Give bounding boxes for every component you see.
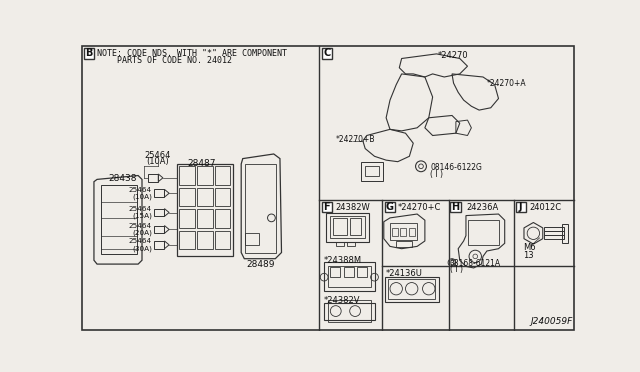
Text: *24382V: *24382V [324,296,360,305]
Bar [385,277,439,302]
Text: 13: 13 [524,251,534,260]
Bar [322,48,332,58]
Bar [333,218,347,235]
Bar [215,166,230,185]
Text: *24270+C: *24270+C [397,203,441,212]
Bar [390,223,417,240]
Text: 24012C: 24012C [529,203,562,212]
Text: 28438: 28438 [109,174,137,183]
Bar [84,48,94,58]
Bar [392,228,397,235]
Text: H: H [451,202,460,212]
Text: *24270: *24270 [438,51,468,60]
Bar [385,202,395,212]
Bar [467,220,499,245]
Text: 08146-6122G: 08146-6122G [430,163,482,172]
Bar [349,218,362,235]
Text: *24388M: *24388M [324,256,362,264]
Bar [215,231,230,250]
Text: *24270+B: *24270+B [336,135,375,144]
Bar [197,209,212,228]
Bar [197,231,212,250]
Text: *24136U: *24136U [386,269,423,279]
Text: (10A): (10A) [146,157,169,166]
Text: J240059F: J240059F [531,317,573,326]
Bar [396,241,412,247]
Bar [388,279,435,299]
Bar [336,242,344,246]
Text: 28487: 28487 [188,158,216,168]
Text: 25464: 25464 [144,151,171,160]
Bar [562,224,568,243]
Bar [326,212,369,242]
Text: 08168-6121A: 08168-6121A [450,259,501,268]
Text: J: J [519,202,522,212]
Text: 25464
(10A): 25464 (10A) [129,186,152,200]
Bar [179,188,195,206]
Bar [408,228,415,235]
Bar [356,267,367,277]
Bar [245,164,276,253]
Bar [177,164,233,256]
Bar [197,188,212,206]
Bar [245,233,259,245]
Text: 3: 3 [450,260,454,266]
Bar [179,209,195,228]
Bar [324,262,374,291]
Text: C: C [323,48,330,58]
Text: PARTS OF CODE NO. 24012: PARTS OF CODE NO. 24012 [97,56,232,65]
Bar [362,162,383,181]
Bar [451,202,461,212]
Bar [544,235,564,239]
Text: ( I ): ( I ) [450,265,463,274]
Bar [101,185,136,254]
Text: ( I ): ( I ) [430,170,444,179]
Bar [322,202,332,212]
Bar [324,302,374,320]
Bar [400,228,406,235]
Bar [365,166,379,176]
Text: F: F [324,202,330,212]
Bar [544,227,564,231]
Text: M6: M6 [524,243,536,252]
Bar [179,166,195,185]
Bar [179,231,195,250]
Text: 25464
(20A): 25464 (20A) [129,223,152,236]
Text: *24270+A: *24270+A [487,78,527,87]
Bar [544,231,564,235]
Text: B: B [85,48,93,58]
Text: G: G [386,202,394,212]
Text: NOTE: CODE NDS. WITH "*" ARE COMPONENT: NOTE: CODE NDS. WITH "*" ARE COMPONENT [97,49,287,58]
Text: 25464
(30A): 25464 (30A) [129,238,152,251]
Bar [330,267,340,277]
Bar [215,188,230,206]
Text: 25464
(15A): 25464 (15A) [129,206,152,219]
Bar [516,202,525,212]
Bar [348,242,355,246]
Text: 24382W: 24382W [336,203,371,212]
Bar [197,166,212,185]
Bar [328,266,371,287]
Bar [328,300,371,322]
Text: 28489: 28489 [246,260,275,269]
Bar [215,209,230,228]
Text: 24236A: 24236A [466,203,498,212]
Bar [344,267,353,277]
Bar [330,217,365,238]
